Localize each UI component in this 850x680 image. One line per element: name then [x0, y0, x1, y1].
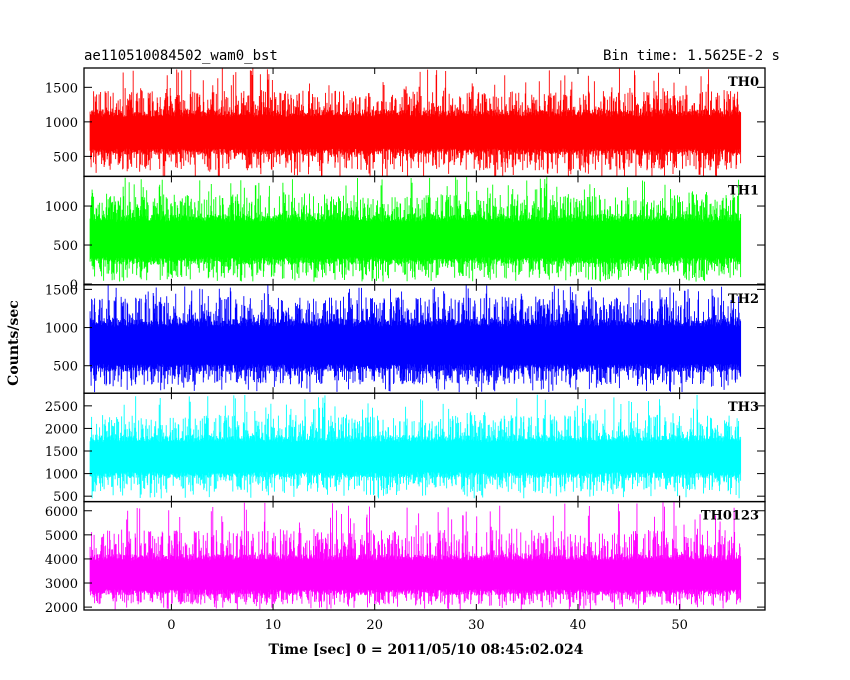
y-tick-label: 1500 [45, 445, 78, 460]
x-tick-label: 0 [167, 618, 175, 633]
y-tick-label: 2500 [45, 400, 78, 415]
series-th0123 [89, 501, 742, 610]
bin-time-label: Bin time: 1.5625E-2 s [603, 48, 780, 64]
y-tick-label: 4000 [45, 553, 78, 568]
panel-th1: 0 500 1000 TH1 [45, 175, 766, 293]
y-tick-label: 500 [53, 239, 78, 254]
y-tick-label: 2000 [45, 422, 78, 437]
y-tick-label: 500 [53, 360, 78, 375]
y-tick-label: 5000 [45, 529, 78, 544]
y-tick-label: 3000 [45, 577, 78, 592]
y-axis-label: Counts/sec [6, 300, 22, 386]
x-tick-label: 10 [265, 618, 282, 633]
y-tick-label: 0 [70, 278, 78, 293]
y-tick-label: 2000 [45, 601, 78, 616]
panel-label: TH3 [728, 400, 759, 415]
y-tick-label: 6000 [45, 505, 78, 520]
series-th3 [89, 394, 742, 499]
series-th1 [89, 176, 742, 282]
panel-th3: 500 1000 1500 2000 2500 TH3 [45, 392, 766, 505]
y-tick-label: 1000 [45, 468, 78, 483]
panel-label: TH0 [728, 75, 759, 90]
y-tick-label: 1000 [45, 116, 78, 131]
x-tick-label: 50 [671, 618, 688, 633]
x-axis-label: Time [sec] 0 = 2011/05/10 08:45:02.024 [269, 642, 584, 658]
panel-label: TH0123 [701, 509, 759, 524]
y-tick-label: 1500 [45, 283, 78, 298]
x-tick-label: 40 [570, 618, 587, 633]
y-tick-label: 1000 [45, 322, 78, 337]
y-tick-label: 1500 [45, 81, 78, 96]
y-tick-label: 1000 [45, 200, 78, 215]
series-th2 [89, 284, 742, 393]
x-tick-label: 30 [468, 618, 485, 633]
x-tick-label: 20 [366, 618, 383, 633]
panel-label: TH2 [728, 292, 759, 307]
series-th0 [89, 68, 742, 177]
panel-label: TH1 [728, 183, 759, 198]
panel-th2: 500 1000 1500 TH2 [45, 283, 766, 394]
figure-title: ae110510084502_wam0_bst [84, 48, 278, 64]
y-tick-label: 500 [53, 150, 78, 165]
panel-th0123: 2000 3000 4000 5000 6000 TH0123 [45, 500, 766, 616]
panel-frame [83, 500, 766, 611]
y-tick-label: 500 [53, 490, 78, 505]
panel-th0: 500 1000 1500 TH0 [45, 67, 766, 178]
